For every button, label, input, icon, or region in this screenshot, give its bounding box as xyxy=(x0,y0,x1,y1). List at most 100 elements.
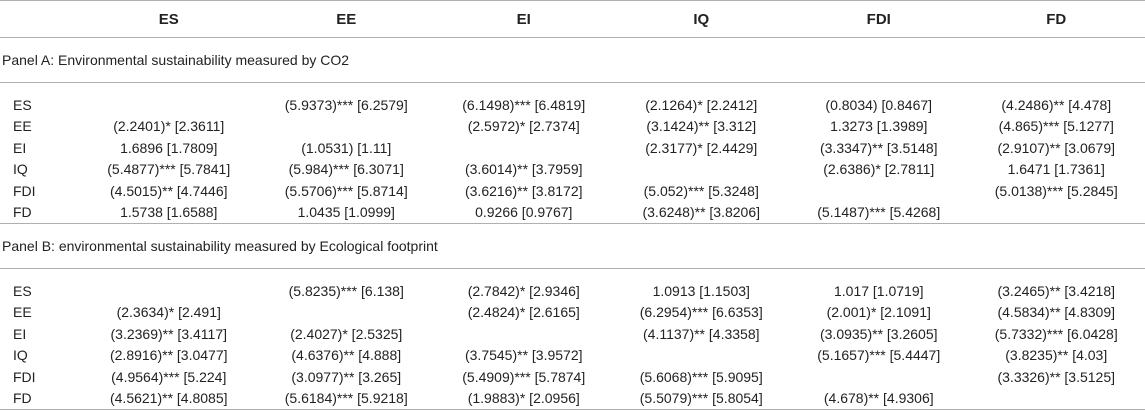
data-cell: (2.3177)* [2.4429] xyxy=(613,137,791,159)
panel-spacer xyxy=(0,83,1145,95)
data-cell xyxy=(613,345,791,367)
data-cell: 1.0913 [1.1503] xyxy=(613,280,791,302)
panel-title-row: Panel A: Environmental sustainability me… xyxy=(0,38,1145,83)
data-cell: (4.1137)** [4.3358] xyxy=(613,323,791,345)
data-cell: (3.2369)** [3.4117] xyxy=(80,323,258,345)
data-cell: (1.9883)* [2.0956] xyxy=(435,388,613,410)
table-row: EE(2.2401)* [2.3611] (2.5972)* [2.7374](3… xyxy=(0,116,1145,138)
data-cell: 1.5738 [1.6588] xyxy=(80,202,258,224)
table-row: IQ(2.8916)** [3.0477](4.6376)** [4.888](… xyxy=(0,345,1145,367)
data-cell: (1.0531) [1.11] xyxy=(258,137,436,159)
data-cell: (0.8034) [0.8467] xyxy=(790,94,968,116)
row-label: FDI xyxy=(0,366,80,388)
data-cell: (3.6014)** [3.7959] xyxy=(435,159,613,181)
panel-title-row: Panel B: environmental sustainability me… xyxy=(0,224,1145,269)
data-cell: (3.3326)** [3.5125] xyxy=(968,366,1145,388)
data-cell: (3.1424)** [3.312] xyxy=(613,116,791,138)
row-label: IQ xyxy=(0,159,80,181)
data-cell: (5.4877)*** [5.7841] xyxy=(80,159,258,181)
data-cell: (2.1264)* [2.2412] xyxy=(613,94,791,116)
data-cell: (2.7842)* [2.9346] xyxy=(435,280,613,302)
table-row: EE(2.3634)* [2.491] (2.4824)* [2.6165](6.… xyxy=(0,302,1145,324)
data-cell: (2.5972)* [2.7374] xyxy=(435,116,613,138)
table-row: EI(3.2369)** [3.4117](2.4027)* [2.5325](… xyxy=(0,323,1145,345)
data-cell: (2.6386)* [2.7811] xyxy=(790,159,968,181)
data-cell: 1.3273 [1.3989] xyxy=(790,116,968,138)
data-cell: (3.0977)** [3.265] xyxy=(258,366,436,388)
row-label: IQ xyxy=(0,345,80,367)
data-cell: (5.0138)*** [5.2845] xyxy=(968,180,1145,202)
data-cell: (5.6184)*** [5.9218] xyxy=(258,388,436,410)
data-cell xyxy=(258,116,436,138)
header-cell: FDI xyxy=(790,1,968,38)
data-cell: (5.7332)*** [6.0428] xyxy=(968,323,1145,345)
header-row: ES EE EI IQ FDI FD xyxy=(0,1,1145,38)
row-label: FDI xyxy=(0,180,80,202)
data-cell: (5.1487)*** [5.4268] xyxy=(790,202,968,224)
table-row: IQ(5.4877)*** [5.7841](5.984)*** [6.3071… xyxy=(0,159,1145,181)
data-cell xyxy=(968,388,1145,410)
data-cell: (5.8235)*** [6.138] xyxy=(258,280,436,302)
data-cell: (5.5079)*** [5.8054] xyxy=(613,388,791,410)
data-cell: (5.984)*** [6.3071] xyxy=(258,159,436,181)
data-cell: (4.678)** [4.9306] xyxy=(790,388,968,410)
data-cell: (2.001)* [2.1091] xyxy=(790,302,968,324)
data-cell: (4.6376)** [4.888] xyxy=(258,345,436,367)
data-cell: (3.0935)** [3.2605] xyxy=(790,323,968,345)
data-cell: (4.865)*** [5.1277] xyxy=(968,116,1145,138)
data-cell: (2.2401)* [2.3611] xyxy=(80,116,258,138)
data-cell: (3.6248)** [3.8206] xyxy=(613,202,791,224)
data-cell: (4.5621)** [4.8085] xyxy=(80,388,258,410)
data-cell: 1.6896 [1.7809] xyxy=(80,137,258,159)
data-cell: (2.9107)** [3.0679] xyxy=(968,137,1145,159)
header-cell: IQ xyxy=(613,1,791,38)
data-cell: 1.017 [1.0719] xyxy=(790,280,968,302)
header-cell: FD xyxy=(968,1,1145,38)
data-cell: 0.9266 [0.9767] xyxy=(435,202,613,224)
data-cell xyxy=(258,302,436,324)
table-row: FD(4.5621)** [4.8085](5.6184)*** [5.9218… xyxy=(0,388,1145,410)
data-cell: (3.7545)** [3.9572] xyxy=(435,345,613,367)
data-cell: (5.5706)*** [5.8714] xyxy=(258,180,436,202)
data-cell xyxy=(790,180,968,202)
panel-spacer xyxy=(0,269,1145,281)
row-label: EI xyxy=(0,323,80,345)
header-cell: EE xyxy=(258,1,436,38)
data-cell: (4.5834)** [4.8309] xyxy=(968,302,1145,324)
row-label: ES xyxy=(0,94,80,116)
table-row: ES(5.8235)*** [6.138](2.7842)* [2.9346]1… xyxy=(0,280,1145,302)
table-row: ES(5.9373)*** [6.2579](6.1498)*** [6.481… xyxy=(0,94,1145,116)
row-label: FD xyxy=(0,388,80,410)
data-cell: 1.6471 [1.7361] xyxy=(968,159,1145,181)
data-cell: (5.6068)*** [5.9095] xyxy=(613,366,791,388)
data-cell xyxy=(435,137,613,159)
data-cell xyxy=(968,202,1145,224)
row-label: ES xyxy=(0,280,80,302)
data-cell: (4.9564)*** [5.224] xyxy=(80,366,258,388)
data-cell: (4.2486)** [4.478] xyxy=(968,94,1145,116)
header-cell: ES xyxy=(80,1,258,38)
data-cell: (3.6216)** [3.8172] xyxy=(435,180,613,202)
data-cell xyxy=(80,280,258,302)
data-cell: (6.2954)*** [6.6353] xyxy=(613,302,791,324)
data-cell: (2.4824)* [2.6165] xyxy=(435,302,613,324)
header-cell: EI xyxy=(435,1,613,38)
data-cell xyxy=(435,323,613,345)
table-row: FDI(4.9564)*** [5.224](3.0977)** [3.265]… xyxy=(0,366,1145,388)
data-cell: (5.1657)*** [5.4447] xyxy=(790,345,968,367)
data-cell: (4.5015)** [4.7446] xyxy=(80,180,258,202)
data-cell: 1.0435 [1.0999] xyxy=(258,202,436,224)
data-cell: (3.3347)** [3.5148] xyxy=(790,137,968,159)
panel-title: Panel B: environmental sustainability me… xyxy=(0,224,1145,269)
row-label: EE xyxy=(0,302,80,324)
data-cell xyxy=(613,159,791,181)
data-cell xyxy=(790,366,968,388)
data-cell: (5.4909)*** [5.7874] xyxy=(435,366,613,388)
data-cell: (5.052)*** [5.3248] xyxy=(613,180,791,202)
row-label: EE xyxy=(0,116,80,138)
panel-title: Panel A: Environmental sustainability me… xyxy=(0,38,1145,83)
row-label: EI xyxy=(0,137,80,159)
data-cell: (2.3634)* [2.491] xyxy=(80,302,258,324)
